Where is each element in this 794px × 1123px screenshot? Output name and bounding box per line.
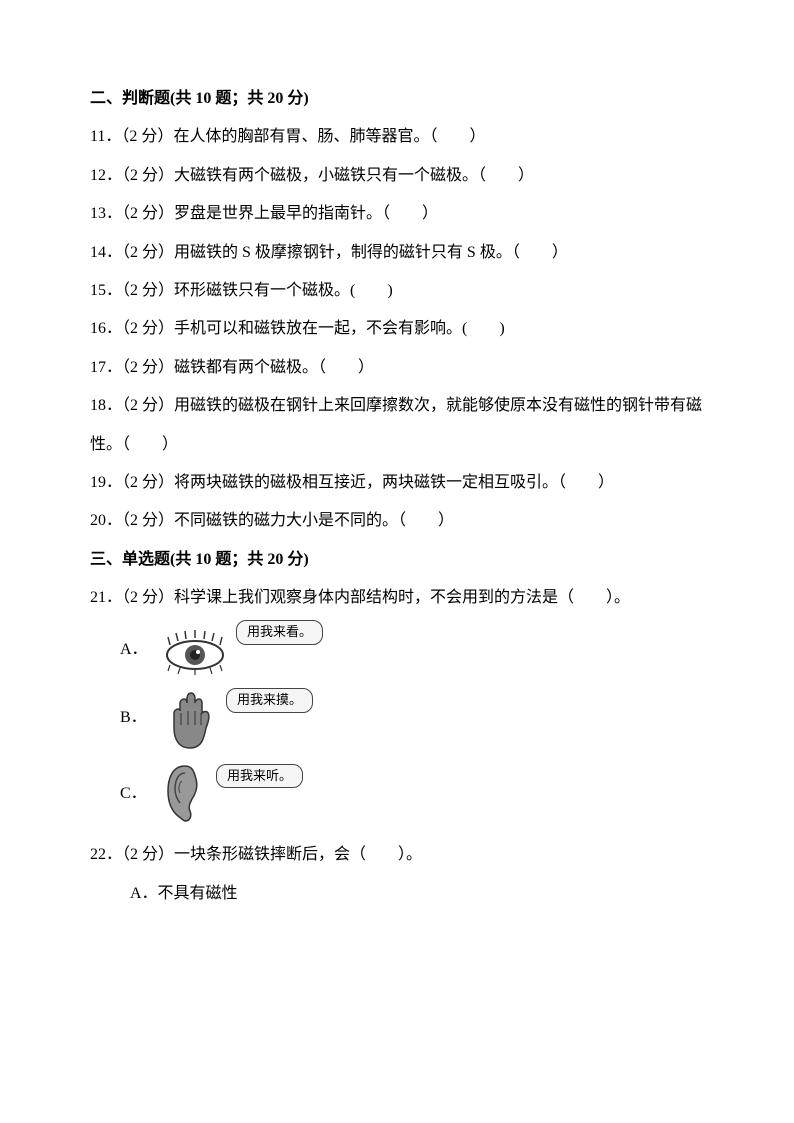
q-text: 手机可以和磁铁放在一起，不会有影响。 (174, 320, 462, 337)
ear-icon (160, 761, 210, 826)
q-blank: ( ) (350, 282, 393, 299)
option-a: A． 用我来看。 (120, 625, 704, 675)
question-19: 19．（2 分）将两块磁铁的磁极相互接近，两块磁铁一定相互吸引。（ ） (90, 464, 704, 502)
q-text: 将两块磁铁的磁极相互接近，两块磁铁一定相互吸引。 (174, 474, 558, 491)
option-a-illustration: 用我来看。 (160, 625, 323, 675)
option-label: C． (120, 775, 150, 813)
option-22a: A．不具有磁性 (90, 875, 704, 913)
q-blank: （ ） (398, 512, 454, 529)
q-text: 磁铁都有两个磁极。 (174, 359, 318, 376)
section-2-title: 二、判断题(共 10 题；共 20 分) (90, 80, 704, 118)
speech-bubble: 用我来摸。 (226, 688, 313, 712)
q-num: 19 (90, 474, 106, 491)
option-c: C． 用我来听。 (120, 761, 704, 826)
option-b: B． 用我来摸。 (120, 683, 704, 753)
question-14: 14．（2 分）用磁铁的 S 极摩擦钢针，制得的磁针只有 S 极。（ ） (90, 234, 704, 272)
q-points: （2 分） (122, 846, 174, 863)
q-text: 用磁铁的 S 极摩擦钢针，制得的磁针只有 S 极。 (174, 244, 512, 261)
q-blank: （ ） (512, 244, 568, 261)
question-13: 13．（2 分）罗盘是世界上最早的指南针。（ ） (90, 195, 704, 233)
q-points: （2 分） (122, 474, 174, 491)
q-text: 一块条形磁铁摔断后，会（ ）。 (174, 846, 422, 863)
q-text: 罗盘是世界上最早的指南针。 (174, 205, 382, 222)
q-num: 16 (90, 320, 106, 337)
eye-icon (160, 625, 230, 675)
question-15: 15．（2 分）环形磁铁只有一个磁极。( ) (90, 272, 704, 310)
q-num: 20 (90, 512, 106, 529)
q-num: 17 (90, 359, 106, 376)
q-num: 14 (90, 244, 106, 261)
q-num: 18 (90, 397, 106, 414)
q-blank: （ ） (558, 474, 614, 491)
q-text: 大磁铁有两个磁极，小磁铁只有一个磁极。 (174, 167, 478, 184)
question-18: 18．（2 分）用磁铁的磁极在钢针上来回摩擦数次，就能够使原本没有磁性的钢针带有… (90, 387, 704, 464)
q-text: 在人体的胸部有胃、肠、肺等器官。 (173, 128, 429, 145)
speech-bubble: 用我来看。 (236, 620, 323, 644)
q-num: 12 (90, 167, 106, 184)
q-num: 15 (90, 282, 106, 299)
q-blank: （ ） (318, 359, 374, 376)
q-text: 环形磁铁只有一个磁极。 (174, 282, 350, 299)
question-16: 16．（2 分）手机可以和磁铁放在一起，不会有影响。( ) (90, 310, 704, 348)
q-num: 13 (90, 205, 106, 222)
q-points: （2 分） (122, 320, 174, 337)
q-points: （2 分） (121, 128, 173, 145)
q-blank: （ ） (478, 167, 534, 184)
q-text: 不同磁铁的磁力大小是不同的。 (174, 512, 398, 529)
question-21: 21．（2 分）科学课上我们观察身体内部结构时，不会用到的方法是（ ）。 (90, 579, 704, 617)
hand-icon (160, 683, 220, 753)
q-points: （2 分） (122, 205, 174, 222)
q-points: （2 分） (122, 282, 174, 299)
q-points: （2 分） (122, 359, 174, 376)
question-12: 12．（2 分）大磁铁有两个磁极，小磁铁只有一个磁极。（ ） (90, 157, 704, 195)
q-points: （2 分） (122, 397, 174, 414)
option-label: A． (120, 631, 150, 669)
q-text: 用磁铁的磁极在钢针上来回摩擦数次，就能够使原本没有磁性的钢针带有磁性。 (90, 397, 702, 452)
q-blank: （ ） (122, 436, 178, 453)
option-b-illustration: 用我来摸。 (160, 683, 313, 753)
q-blank: （ ） (382, 205, 438, 222)
q-points: （2 分） (122, 512, 174, 529)
option-label: B． (120, 699, 150, 737)
speech-bubble: 用我来听。 (216, 764, 303, 788)
q-blank: ( ) (462, 320, 505, 337)
q-num: 11 (90, 128, 105, 145)
q-points: （2 分） (122, 244, 174, 261)
question-22: 22．（2 分）一块条形磁铁摔断后，会（ ）。 (90, 836, 704, 874)
option-c-illustration: 用我来听。 (160, 761, 303, 826)
section-3-title: 三、单选题(共 10 题；共 20 分) (90, 541, 704, 579)
q-text: 科学课上我们观察身体内部结构时，不会用到的方法是（ ）。 (174, 589, 630, 606)
q-points: （2 分） (122, 589, 174, 606)
question-17: 17．（2 分）磁铁都有两个磁极。（ ） (90, 349, 704, 387)
question-11: 11．（2 分）在人体的胸部有胃、肠、肺等器官。（ ） (90, 118, 704, 156)
q-num: 21 (90, 589, 106, 606)
q-points: （2 分） (122, 167, 174, 184)
question-20: 20．（2 分）不同磁铁的磁力大小是不同的。（ ） (90, 502, 704, 540)
q-blank: （ ） (429, 128, 485, 145)
q-num: 22 (90, 846, 106, 863)
